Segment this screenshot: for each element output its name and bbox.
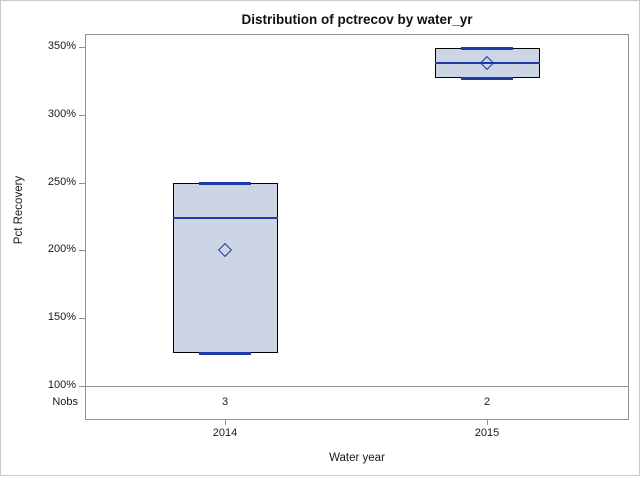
- plot-frame: [85, 34, 629, 420]
- y-axis-tick-label: 300%: [47, 107, 76, 120]
- x-axis-tick-label: 2015: [474, 427, 500, 439]
- y-axis-tick-mark: [79, 318, 85, 320]
- y-axis-tick-label: 150%: [47, 311, 76, 324]
- y-axis-tick-mark: [79, 386, 85, 387]
- median-line-2015: [434, 62, 540, 65]
- x-axis-tick-label: 2014: [212, 427, 238, 439]
- whisker-cap-low-2014: [199, 352, 251, 356]
- box-2014: [172, 182, 278, 354]
- y-axis-tick-label: 250%: [47, 175, 76, 188]
- x-axis-tick-mark: [487, 420, 488, 425]
- nobs-value-2015: 2: [483, 396, 491, 408]
- y-axis-title: Pct Recovery: [13, 175, 25, 245]
- x-axis-title: Water year: [329, 452, 385, 464]
- whisker-cap-high-2015: [461, 47, 513, 51]
- y-axis-tick-mark: [79, 114, 85, 116]
- nobs-row-label: Nobs: [52, 396, 78, 408]
- y-axis-tick-label: 200%: [47, 243, 76, 256]
- axis-baseline: [85, 386, 629, 387]
- y-axis-tick-mark: [79, 47, 85, 48]
- nobs-value-2014: 3: [221, 396, 229, 408]
- y-axis-tick-mark: [79, 250, 85, 252]
- y-axis-tick-label: 100%: [47, 379, 76, 391]
- whisker-cap-high-2014: [199, 181, 251, 185]
- median-line-2014: [172, 216, 278, 219]
- y-axis-tick-label: 350%: [47, 40, 76, 52]
- y-axis-tick-mark: [79, 182, 85, 184]
- whisker-cap-low-2015: [461, 77, 513, 81]
- x-axis-tick-mark: [225, 420, 226, 425]
- chart-title: Distribution of pctrecov by water_yr: [241, 12, 473, 27]
